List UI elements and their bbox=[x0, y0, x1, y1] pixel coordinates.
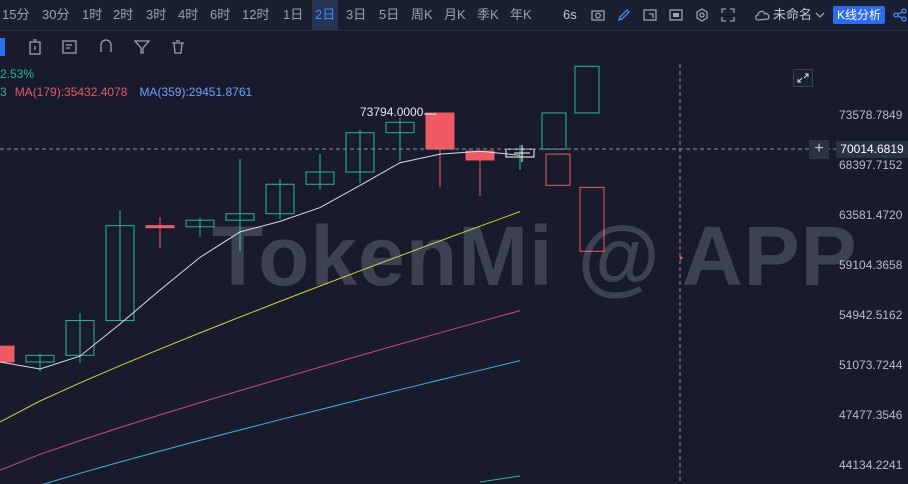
filter-icon[interactable] bbox=[133, 38, 151, 56]
corner-toggle-button[interactable] bbox=[793, 69, 813, 87]
interval-button[interactable]: 6s bbox=[563, 7, 577, 22]
y-tick-label-8: 44134.2241 bbox=[839, 458, 903, 472]
top-toolbar: 15分 30分 1时 2时 3时 4时 6时 12时 1日 2日 3日 5日 周K 月K 季K 年K 6s 未… bbox=[0, 0, 908, 31]
timeframe-6[interactable]: 6时 bbox=[210, 7, 231, 22]
timeframe-10[interactable]: 3日 bbox=[346, 7, 367, 22]
share-icon[interactable] bbox=[892, 7, 908, 23]
legend-ma: 3 MA(179):35432.4078 MA(359):29451.8761 bbox=[0, 85, 252, 99]
candle-body-9 bbox=[345, 132, 375, 173]
timeframe-15[interactable]: 年K bbox=[510, 7, 532, 22]
legend-ma179: MA(179):35432.4078 bbox=[14, 85, 128, 99]
candle-body-4 bbox=[145, 225, 175, 229]
drawing-toolbar bbox=[0, 31, 908, 63]
timeframe-9[interactable]: 2日 bbox=[312, 0, 339, 30]
chevron-down-icon[interactable] bbox=[815, 11, 825, 19]
candle-body-5 bbox=[185, 219, 215, 228]
candle-body-6 bbox=[225, 213, 255, 221]
edit-note-icon[interactable] bbox=[61, 38, 79, 56]
watermark: TokenMi @ APP bbox=[212, 209, 858, 303]
y-tick-label-3: 63581.4720 bbox=[839, 208, 903, 222]
candle-body-11 bbox=[425, 112, 455, 150]
timeframe-8[interactable]: 1日 bbox=[283, 7, 304, 22]
timeframe-5[interactable]: 4时 bbox=[178, 7, 199, 22]
ma-line-yellow bbox=[0, 211, 521, 423]
add-alert-button[interactable]: + bbox=[809, 140, 829, 159]
current-price-tag: 70014.6819 bbox=[836, 141, 908, 158]
ma-line-cyan bbox=[42, 360, 521, 484]
candle-body-7 bbox=[265, 183, 295, 215]
projection-candle-3 bbox=[579, 186, 605, 252]
layout-name[interactable]: 未命名 bbox=[773, 7, 813, 22]
camera-icon[interactable] bbox=[590, 7, 606, 23]
ma-line-green bbox=[479, 475, 521, 483]
timeframe-3[interactable]: 2时 bbox=[113, 7, 134, 22]
trash-icon[interactable] bbox=[169, 38, 187, 56]
projection-candle-2 bbox=[545, 153, 571, 186]
fullscreen-box-icon[interactable] bbox=[642, 7, 658, 23]
magnet-icon[interactable] bbox=[97, 38, 115, 56]
settings-icon[interactable] bbox=[694, 7, 710, 23]
timeframe-13[interactable]: 月K bbox=[444, 7, 466, 22]
timeframe-7[interactable]: 12时 bbox=[242, 7, 270, 22]
timeframe-4[interactable]: 3时 bbox=[146, 7, 167, 22]
crosshair-dot bbox=[679, 256, 683, 260]
legend-ma-prefix: 3 bbox=[0, 85, 7, 99]
timeframe-11[interactable]: 5日 bbox=[379, 7, 400, 22]
expand-icon[interactable] bbox=[720, 7, 736, 23]
projection-candle-1 bbox=[574, 65, 600, 114]
candle-body-10 bbox=[385, 121, 415, 134]
candle-body-1 bbox=[25, 354, 55, 363]
y-tick-label-6: 51073.7244 bbox=[839, 358, 903, 372]
candle-body-3 bbox=[105, 225, 135, 322]
image-icon[interactable] bbox=[668, 7, 684, 23]
legend-change: 2.53% bbox=[0, 67, 35, 81]
candle-body-2 bbox=[65, 320, 95, 356]
max-price-label: 73794.0000 → bbox=[360, 105, 439, 119]
resize-icon bbox=[797, 73, 809, 83]
ma-line-white bbox=[0, 150, 521, 370]
y-tick-label-0: 73578.7849 bbox=[839, 108, 903, 122]
kline-analysis-button[interactable]: K线分析 bbox=[833, 6, 886, 24]
legend-ma359: MA(359):29451.8761 bbox=[139, 85, 253, 99]
tool-selected-marker bbox=[0, 38, 5, 56]
candle-body-8 bbox=[305, 171, 335, 185]
timeframe-12[interactable]: 周K bbox=[411, 7, 433, 22]
projection-candle-0 bbox=[541, 112, 567, 150]
cursor-crosshair-icon bbox=[514, 145, 530, 162]
pencil-icon[interactable] bbox=[616, 7, 632, 23]
timeframe-2[interactable]: 1时 bbox=[82, 7, 103, 22]
candle-body-0 bbox=[0, 345, 15, 363]
timeframe-0[interactable]: 15分 bbox=[2, 7, 30, 22]
ma-line-pink bbox=[0, 310, 521, 471]
timer-icon[interactable] bbox=[26, 38, 44, 56]
cloud-icon bbox=[755, 10, 770, 21]
y-tick-label-5: 54942.5162 bbox=[839, 308, 903, 322]
y-tick-label-2: 68397.7152 bbox=[839, 158, 903, 172]
y-tick-label-4: 59104.3658 bbox=[839, 258, 903, 272]
timeframe-1[interactable]: 30分 bbox=[42, 7, 70, 22]
timeframe-14[interactable]: 季K bbox=[477, 7, 499, 22]
y-tick-label-7: 47477.3546 bbox=[839, 408, 903, 422]
